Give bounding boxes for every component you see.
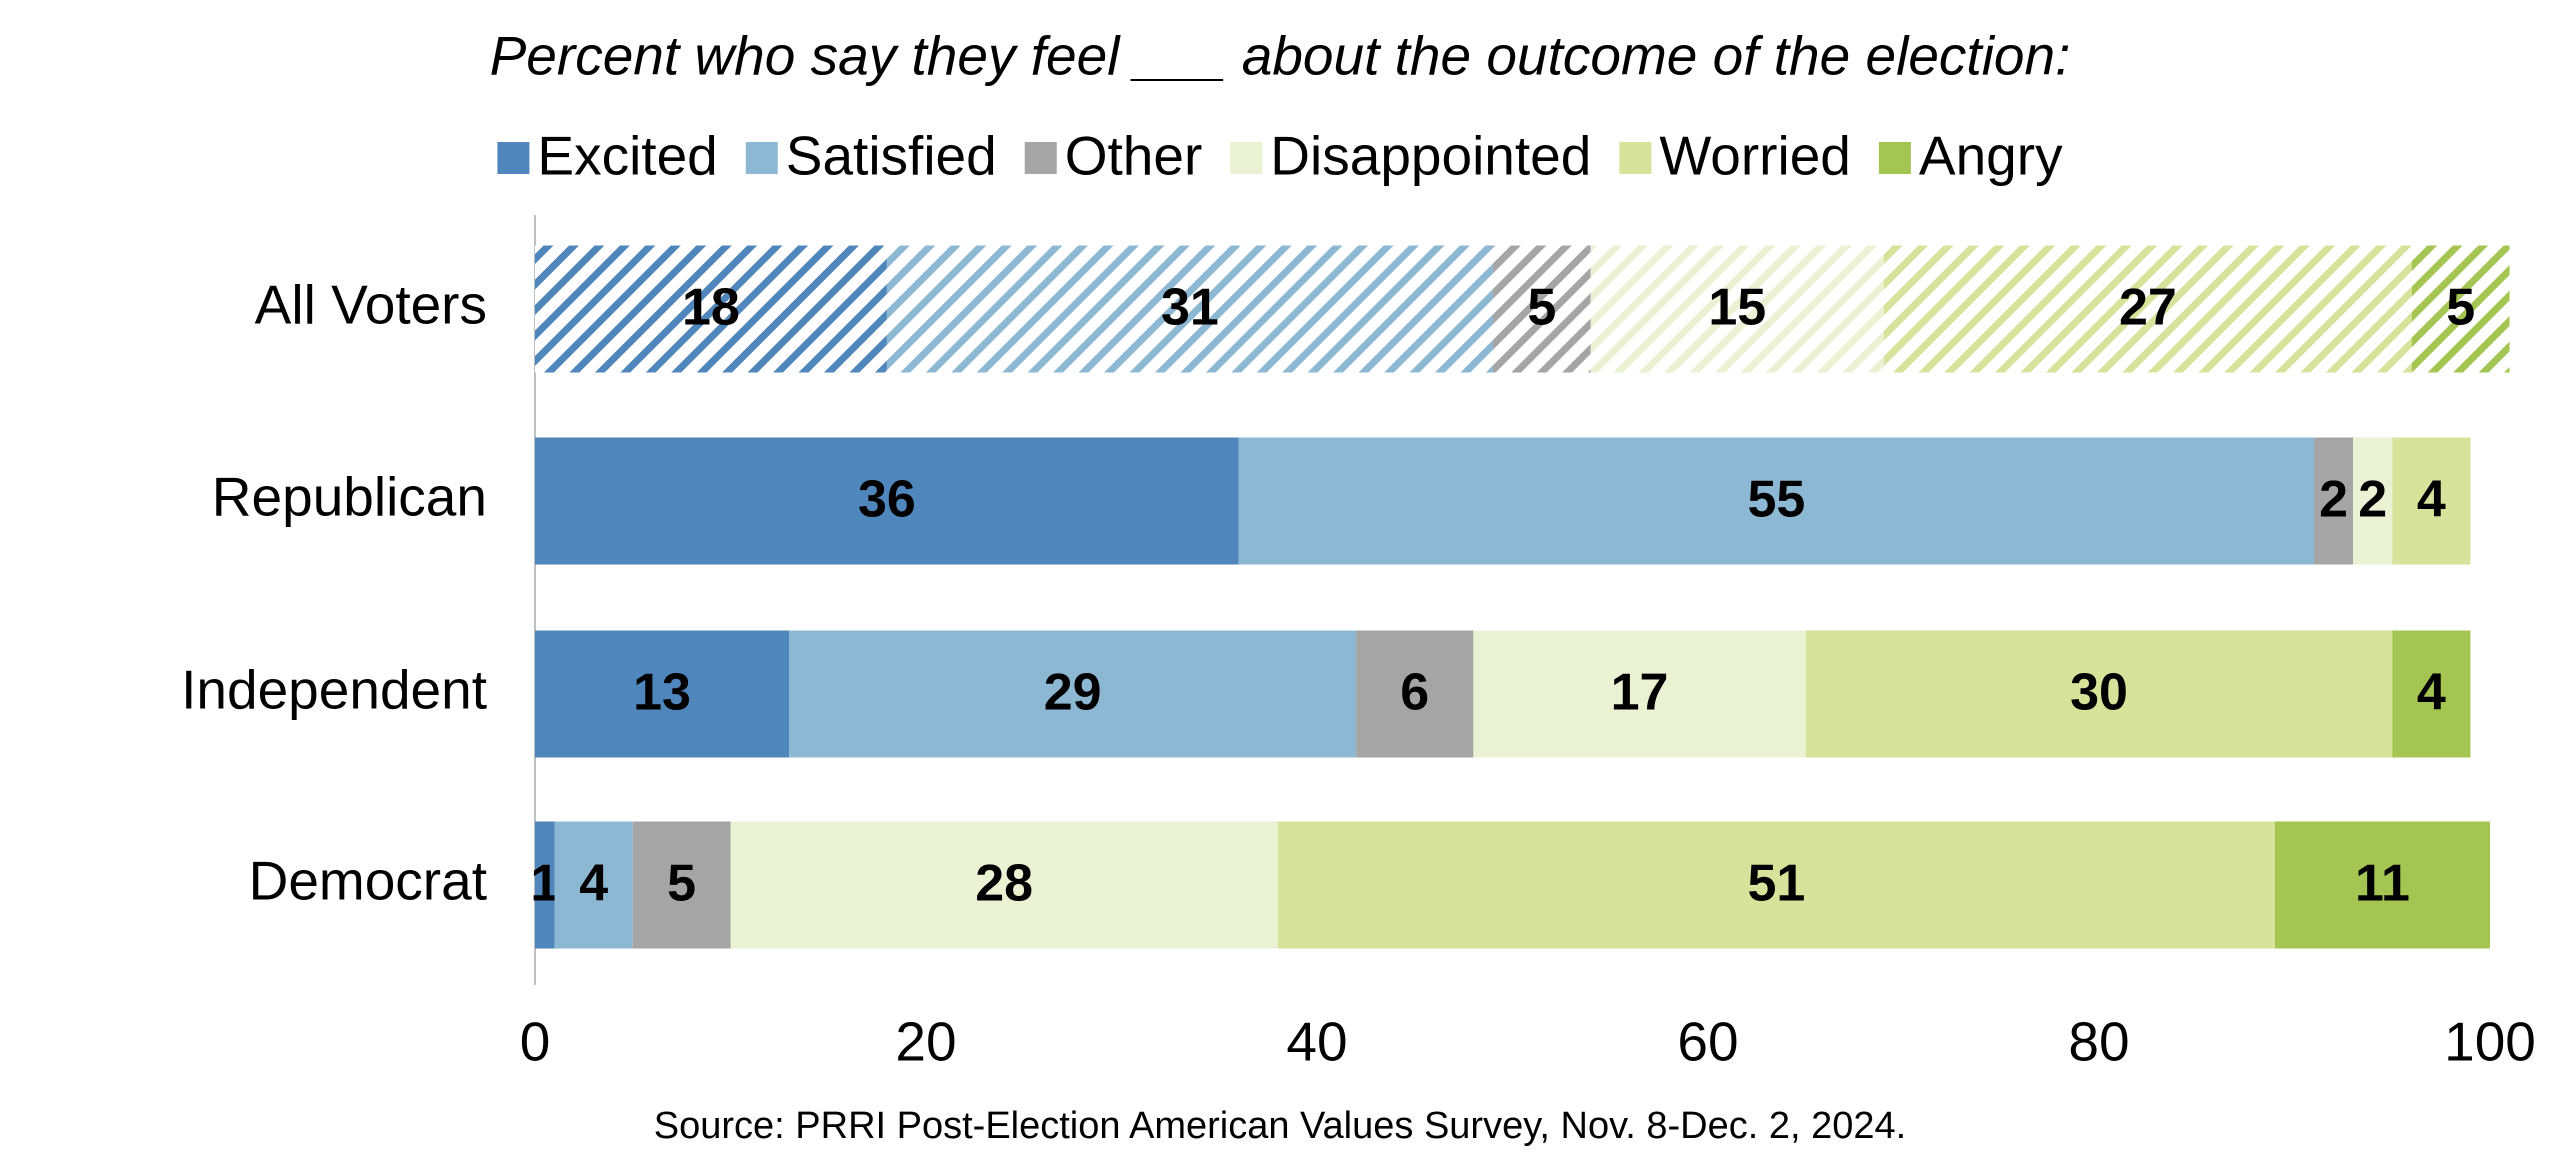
category-label: Republican (212, 466, 487, 528)
x-tick-label: 80 (2068, 1011, 2129, 1073)
bar-segment (2392, 437, 2471, 565)
legend-swatch (1024, 142, 1057, 174)
legend-swatch (497, 142, 530, 174)
legend-swatch (1230, 142, 1263, 174)
legend-label: Angry (1919, 125, 2063, 187)
legend-label: Excited (537, 125, 717, 187)
value-label: 5 (1527, 279, 1556, 337)
x-tick-label: 100 (2444, 1011, 2536, 1073)
value-label: 11 (2355, 855, 2410, 913)
value-label: 18 (682, 279, 740, 337)
source-note: Source: PRRI Post-Election American Valu… (654, 1105, 1906, 1147)
value-label: 4 (2417, 471, 2446, 529)
bar-segment (2274, 821, 2490, 949)
value-label: 1 (530, 855, 559, 913)
value-label: 17 (1611, 664, 1669, 722)
legend-swatch (1619, 142, 1652, 174)
legend-swatch (745, 142, 778, 174)
value-label: 28 (975, 855, 1033, 913)
category-label: Independent (181, 659, 487, 721)
legend-swatch (1878, 142, 1911, 174)
bar-segment (1492, 245, 1591, 373)
bar-segment (2353, 437, 2393, 565)
bar-segment (730, 821, 1278, 949)
bar-segment (2392, 630, 2471, 758)
bar-segment (554, 821, 633, 949)
value-label: 2 (2358, 471, 2387, 529)
value-label: 31 (1161, 279, 1219, 337)
legend: Excited Satisfied Other Disappointed Worried… (497, 125, 2063, 187)
chart-title: Percent who say they feel ___ about the … (490, 25, 2071, 87)
value-label: 6 (1400, 664, 1429, 722)
bar-segment (886, 245, 1493, 373)
bar-segment (1277, 821, 2275, 949)
value-label: 15 (1708, 279, 1766, 337)
bar-segment (789, 630, 1357, 758)
value-label: 13 (633, 664, 691, 722)
value-label: 4 (579, 855, 608, 913)
bar-segment (535, 821, 555, 949)
legend-label: Other (1065, 125, 1203, 187)
x-tick-label: 60 (1677, 1011, 1738, 1073)
bar-segment (1883, 245, 2412, 373)
bar-segment (1590, 245, 1884, 373)
category-label: Democrat (249, 850, 487, 912)
value-label: 30 (2070, 664, 2128, 722)
bar-segment (2314, 437, 2354, 565)
bar-segment (2411, 245, 2510, 373)
legend-label: Disappointed (1270, 125, 1591, 187)
bar-segment (535, 630, 790, 758)
legend-label: Worried (1659, 125, 1851, 187)
bar-segment (1473, 630, 1806, 758)
x-tick-label: 20 (895, 1011, 956, 1073)
value-label: 36 (858, 471, 916, 529)
bar-segment (632, 821, 731, 949)
value-label: 5 (2446, 279, 2475, 337)
category-label: All Voters (255, 274, 487, 336)
value-label: 2 (2319, 471, 2348, 529)
x-tick-label: 40 (1286, 1011, 1347, 1073)
bar-segment (535, 437, 1239, 565)
value-label: 55 (1748, 471, 1806, 529)
value-label: 5 (667, 855, 696, 913)
bar-segment (535, 245, 887, 373)
bar-segment (1238, 437, 2315, 565)
value-label: 27 (2119, 279, 2177, 337)
bar-segment (1805, 630, 2393, 758)
legend-label: Satisfied (786, 125, 997, 187)
x-tick-label: 0 (520, 1011, 551, 1073)
value-label: 29 (1044, 664, 1102, 722)
value-label: 51 (1748, 855, 1806, 913)
value-label: 4 (2417, 664, 2446, 722)
bar-segment (1356, 630, 1474, 758)
